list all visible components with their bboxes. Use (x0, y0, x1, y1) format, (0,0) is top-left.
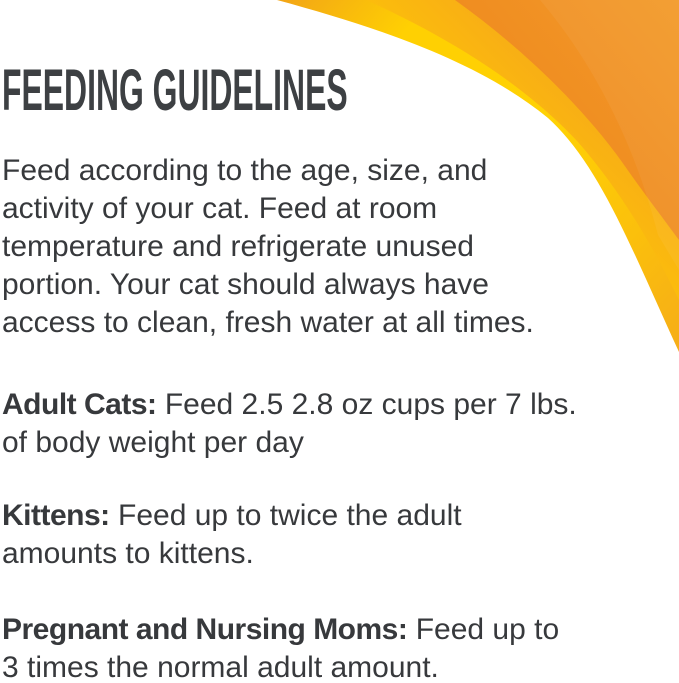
section-label-adult-cats: Adult Cats: (2, 388, 157, 421)
feeding-section-adult-cats: Adult Cats: Feed 2.5 2.8 oz cups per 7 l… (2, 386, 669, 462)
section-text-pregnant-nursing: Feed up to 3 times the normal adult amou… (2, 613, 560, 683)
feeding-section-kittens: Kittens: Feed up to twice the adult amou… (2, 497, 669, 573)
section-label-kittens: Kittens: (2, 499, 110, 532)
section-label-pregnant-nursing: Pregnant and Nursing Moms: (2, 613, 408, 646)
section-text-adult-cats: Feed 2.5 2.8 oz cups per 7 lbs. of body … (2, 388, 577, 459)
feeding-section-pregnant-nursing: Pregnant and Nursing Moms: Feed up to 3 … (2, 611, 669, 683)
intro-paragraph: Feed according to the age, size, and act… (2, 154, 534, 339)
page-title: FEEDING GUIDELINES (2, 58, 348, 123)
section-text-kittens: Feed up to twice the adult amounts to ki… (2, 499, 462, 570)
